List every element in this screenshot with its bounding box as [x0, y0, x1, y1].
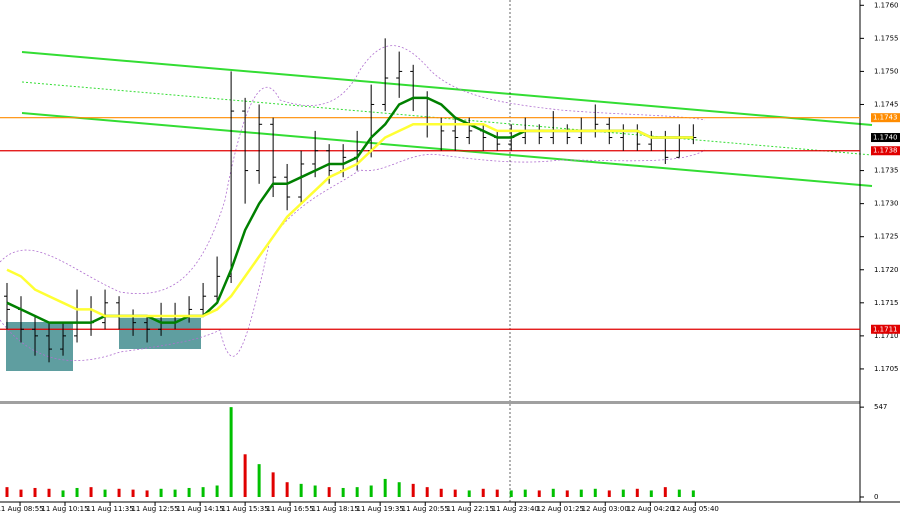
x-tick-label: 11 Aug 22:15	[447, 505, 494, 513]
y-tick-label: 1.1730	[874, 200, 899, 208]
moving-average	[6, 123, 694, 318]
y-tick-label: 1.1755	[874, 34, 899, 42]
y-tick-label: 1.1705	[874, 365, 899, 373]
channel-line	[21, 112, 873, 187]
level-tag	[871, 324, 900, 334]
x-tick-label: 12 Aug 01:25	[537, 505, 584, 513]
volume-tick-label: 0	[874, 493, 878, 501]
x-tick-label: 11 Aug 19:35	[357, 505, 404, 513]
x-tick-label: 11 Aug 10:15	[41, 505, 88, 513]
volume-tick-label: 547	[874, 403, 887, 411]
x-tick-label: 11 Aug 11:35	[86, 505, 133, 513]
band-upper	[0, 45, 706, 295]
level-label: 1.1738	[873, 147, 898, 155]
y-tick-label: 1.1725	[874, 233, 899, 241]
x-tick-label: 11 Aug 15:35	[222, 505, 269, 513]
band-lower	[0, 149, 706, 362]
y-tick-label: 1.1710	[874, 332, 899, 340]
x-tick-label: 11 Aug 16:55	[266, 505, 313, 513]
y-tick-label: 1.1715	[874, 299, 899, 307]
x-tick-label: 11 Aug 12:55	[131, 505, 178, 513]
level-label: 1.1740	[873, 134, 898, 142]
x-tick-label: 12 Aug 03:00	[582, 505, 629, 513]
level-tag	[871, 133, 900, 143]
x-tick-label: 11 Aug 20:55	[402, 505, 449, 513]
zone-box	[6, 322, 73, 371]
level-label: 1.1743	[873, 114, 898, 122]
x-tick-label: 12 Aug 05:40	[672, 505, 719, 513]
x-tick-label: 11 Aug 08:55	[0, 505, 44, 513]
channel-line	[21, 51, 873, 126]
y-tick-label: 1.1745	[874, 100, 899, 108]
y-tick-label: 1.1760	[874, 1, 899, 9]
y-tick-label: 1.1750	[874, 67, 899, 75]
y-tick-label: 1.1735	[874, 167, 899, 175]
x-tick-label: 11 Aug 14:15	[177, 505, 224, 513]
x-tick-label: 11 Aug 18:15	[312, 505, 359, 513]
y-tick-label: 1.1720	[874, 266, 899, 274]
level-tag	[871, 146, 900, 156]
panel-separator	[0, 401, 860, 404]
level-tag	[871, 113, 900, 123]
x-tick-label: 11 Aug 23:40	[492, 505, 539, 513]
x-tick-label: 12 Aug 04:20	[627, 505, 674, 513]
level-label: 1.1711	[873, 325, 898, 333]
